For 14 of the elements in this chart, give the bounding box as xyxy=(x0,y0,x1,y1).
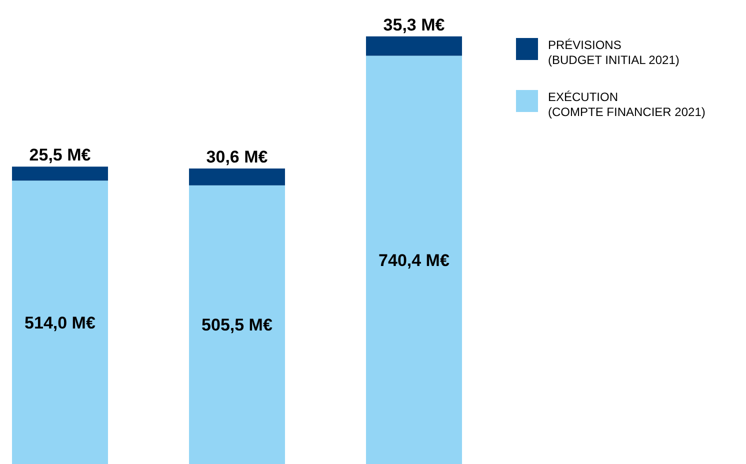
bar xyxy=(189,168,285,186)
legend-label: EXÉCUTION (COMPTE FINANCIER 2021) xyxy=(548,90,706,120)
bar xyxy=(189,185,285,464)
data-label: 740,4 M€ xyxy=(378,250,450,270)
bar xyxy=(366,56,462,464)
legend-label: PRÉVISIONS (BUDGET INITIAL 2021) xyxy=(548,38,680,68)
data-label: 25,5 M€ xyxy=(29,146,92,165)
bar xyxy=(12,180,108,464)
data-label: 505,5 M€ xyxy=(202,316,273,335)
data-label: 35,3 M€ xyxy=(383,15,446,34)
bar xyxy=(12,166,108,181)
data-label: 30,6 M€ xyxy=(206,147,268,166)
data-label: 514,0 M€ xyxy=(24,313,96,332)
bar xyxy=(366,36,462,56)
